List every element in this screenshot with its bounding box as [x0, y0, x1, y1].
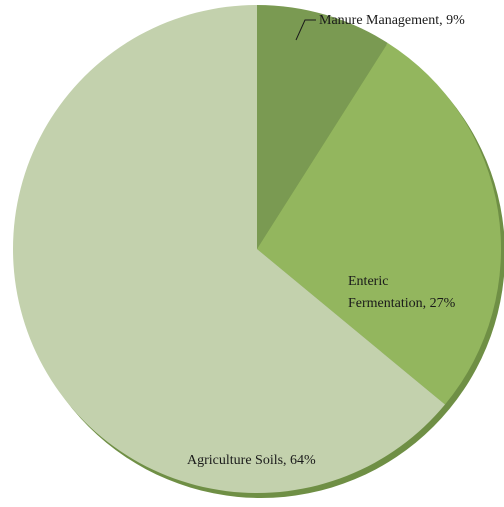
pie-slices-layer	[13, 5, 502, 493]
label-enteric-fermentation-line2: Fermentation, 27%	[348, 296, 456, 311]
label-enteric-fermentation-line1: Enteric	[348, 274, 388, 289]
label-agriculture-soils: Agriculture Soils, 64%	[187, 453, 316, 468]
pie-slice-manure-management	[257, 5, 388, 249]
pie-slice-enteric-fermentation	[257, 42, 502, 405]
pie-slice-agriculture-soils	[13, 5, 446, 493]
label-manure-management: Manure Management, 9%	[319, 13, 465, 28]
slice-labels-layer: Manure Management, 9% Enteric Fermentati…	[187, 13, 465, 468]
leader-lines-layer	[295, 19, 316, 41]
leader-line-manure-management	[295, 19, 316, 41]
